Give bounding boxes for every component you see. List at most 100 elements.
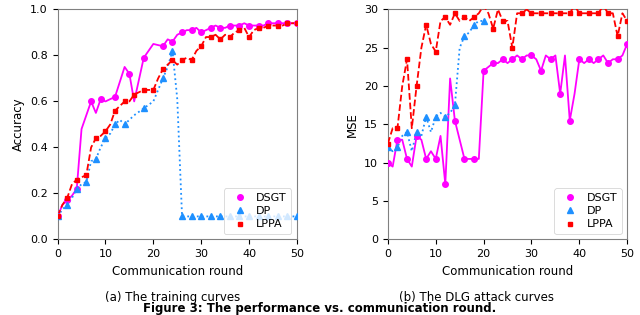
DP	[394, 146, 401, 149]
LPPA	[188, 58, 195, 62]
Line: DP: DP	[55, 48, 300, 219]
DSGT	[216, 26, 224, 30]
LPPA	[451, 11, 459, 15]
DP	[480, 19, 488, 23]
DP	[461, 34, 468, 38]
LPPA	[509, 46, 516, 50]
DP	[442, 115, 449, 119]
Text: (a) The training curves: (a) The training curves	[105, 291, 241, 304]
DSGT	[293, 21, 301, 25]
DP	[54, 215, 61, 218]
DSGT	[140, 56, 148, 60]
DSGT	[264, 21, 272, 25]
DSGT	[255, 24, 262, 27]
LPPA	[422, 23, 430, 27]
DSGT	[73, 187, 81, 191]
LPPA	[178, 58, 186, 62]
DSGT	[125, 72, 133, 76]
LPPA	[490, 27, 497, 31]
Y-axis label: MSE: MSE	[346, 112, 358, 137]
DP	[274, 215, 282, 218]
LPPA	[527, 11, 535, 15]
DSGT	[547, 57, 554, 61]
DSGT	[432, 157, 440, 161]
DSGT	[178, 31, 186, 34]
DSGT	[556, 92, 564, 96]
DSGT	[422, 157, 430, 161]
DSGT	[159, 44, 167, 48]
DP	[140, 106, 148, 110]
LPPA	[264, 24, 272, 27]
DP	[102, 136, 109, 140]
LPPA	[168, 58, 176, 62]
DSGT	[490, 61, 497, 65]
DSGT	[585, 57, 593, 61]
DP	[159, 77, 167, 80]
DSGT	[245, 24, 253, 27]
LPPA	[255, 26, 262, 30]
DP	[432, 115, 440, 119]
LPPA	[140, 88, 148, 92]
LPPA	[403, 57, 411, 61]
DP	[207, 215, 214, 218]
LPPA	[575, 11, 583, 15]
Line: DP: DP	[385, 18, 486, 150]
LPPA	[461, 15, 468, 19]
LPPA	[413, 84, 420, 88]
Line: DSGT: DSGT	[385, 41, 630, 187]
DP	[422, 115, 430, 119]
DP	[284, 215, 291, 218]
DP	[264, 215, 272, 218]
DP	[245, 215, 253, 218]
LPPA	[83, 173, 90, 177]
DSGT	[575, 57, 583, 61]
DSGT	[461, 157, 468, 161]
LPPA	[274, 24, 282, 27]
LPPA	[245, 35, 253, 39]
DSGT	[623, 42, 631, 46]
DSGT	[168, 40, 176, 43]
DP	[83, 180, 90, 184]
LPPA	[499, 19, 507, 23]
DSGT	[442, 182, 449, 186]
DSGT	[509, 57, 516, 61]
DSGT	[207, 26, 214, 30]
DSGT	[566, 119, 573, 123]
DP	[197, 215, 205, 218]
LPPA	[394, 126, 401, 130]
Line: DSGT: DSGT	[55, 20, 300, 219]
DP	[63, 203, 71, 207]
DSGT	[188, 28, 195, 32]
LPPA	[537, 11, 545, 15]
LPPA	[54, 215, 61, 218]
LPPA	[556, 11, 564, 15]
Line: LPPA: LPPA	[385, 3, 630, 146]
DP	[384, 146, 392, 149]
LPPA	[604, 11, 612, 15]
LPPA	[216, 37, 224, 41]
LPPA	[150, 88, 157, 92]
DP	[188, 215, 195, 218]
Text: Figure 3: The performance vs. communication round.: Figure 3: The performance vs. communicat…	[143, 302, 497, 315]
LPPA	[470, 15, 478, 19]
LPPA	[293, 21, 301, 25]
LPPA	[585, 11, 593, 15]
DP	[293, 215, 301, 218]
LPPA	[623, 19, 631, 23]
LPPA	[226, 35, 234, 39]
LPPA	[236, 28, 243, 32]
LPPA	[63, 196, 71, 200]
DP	[111, 123, 119, 126]
LPPA	[111, 109, 119, 112]
DP	[121, 123, 129, 126]
DSGT	[537, 69, 545, 73]
LPPA	[159, 67, 167, 71]
DP	[92, 157, 100, 161]
LPPA	[432, 50, 440, 54]
DSGT	[614, 57, 621, 61]
DSGT	[403, 157, 411, 161]
LPPA	[284, 21, 291, 25]
LPPA	[102, 129, 109, 133]
Legend: DSGT, DP, LPPA: DSGT, DP, LPPA	[554, 188, 621, 234]
Text: (b) The DLG attack curves: (b) The DLG attack curves	[399, 291, 554, 304]
